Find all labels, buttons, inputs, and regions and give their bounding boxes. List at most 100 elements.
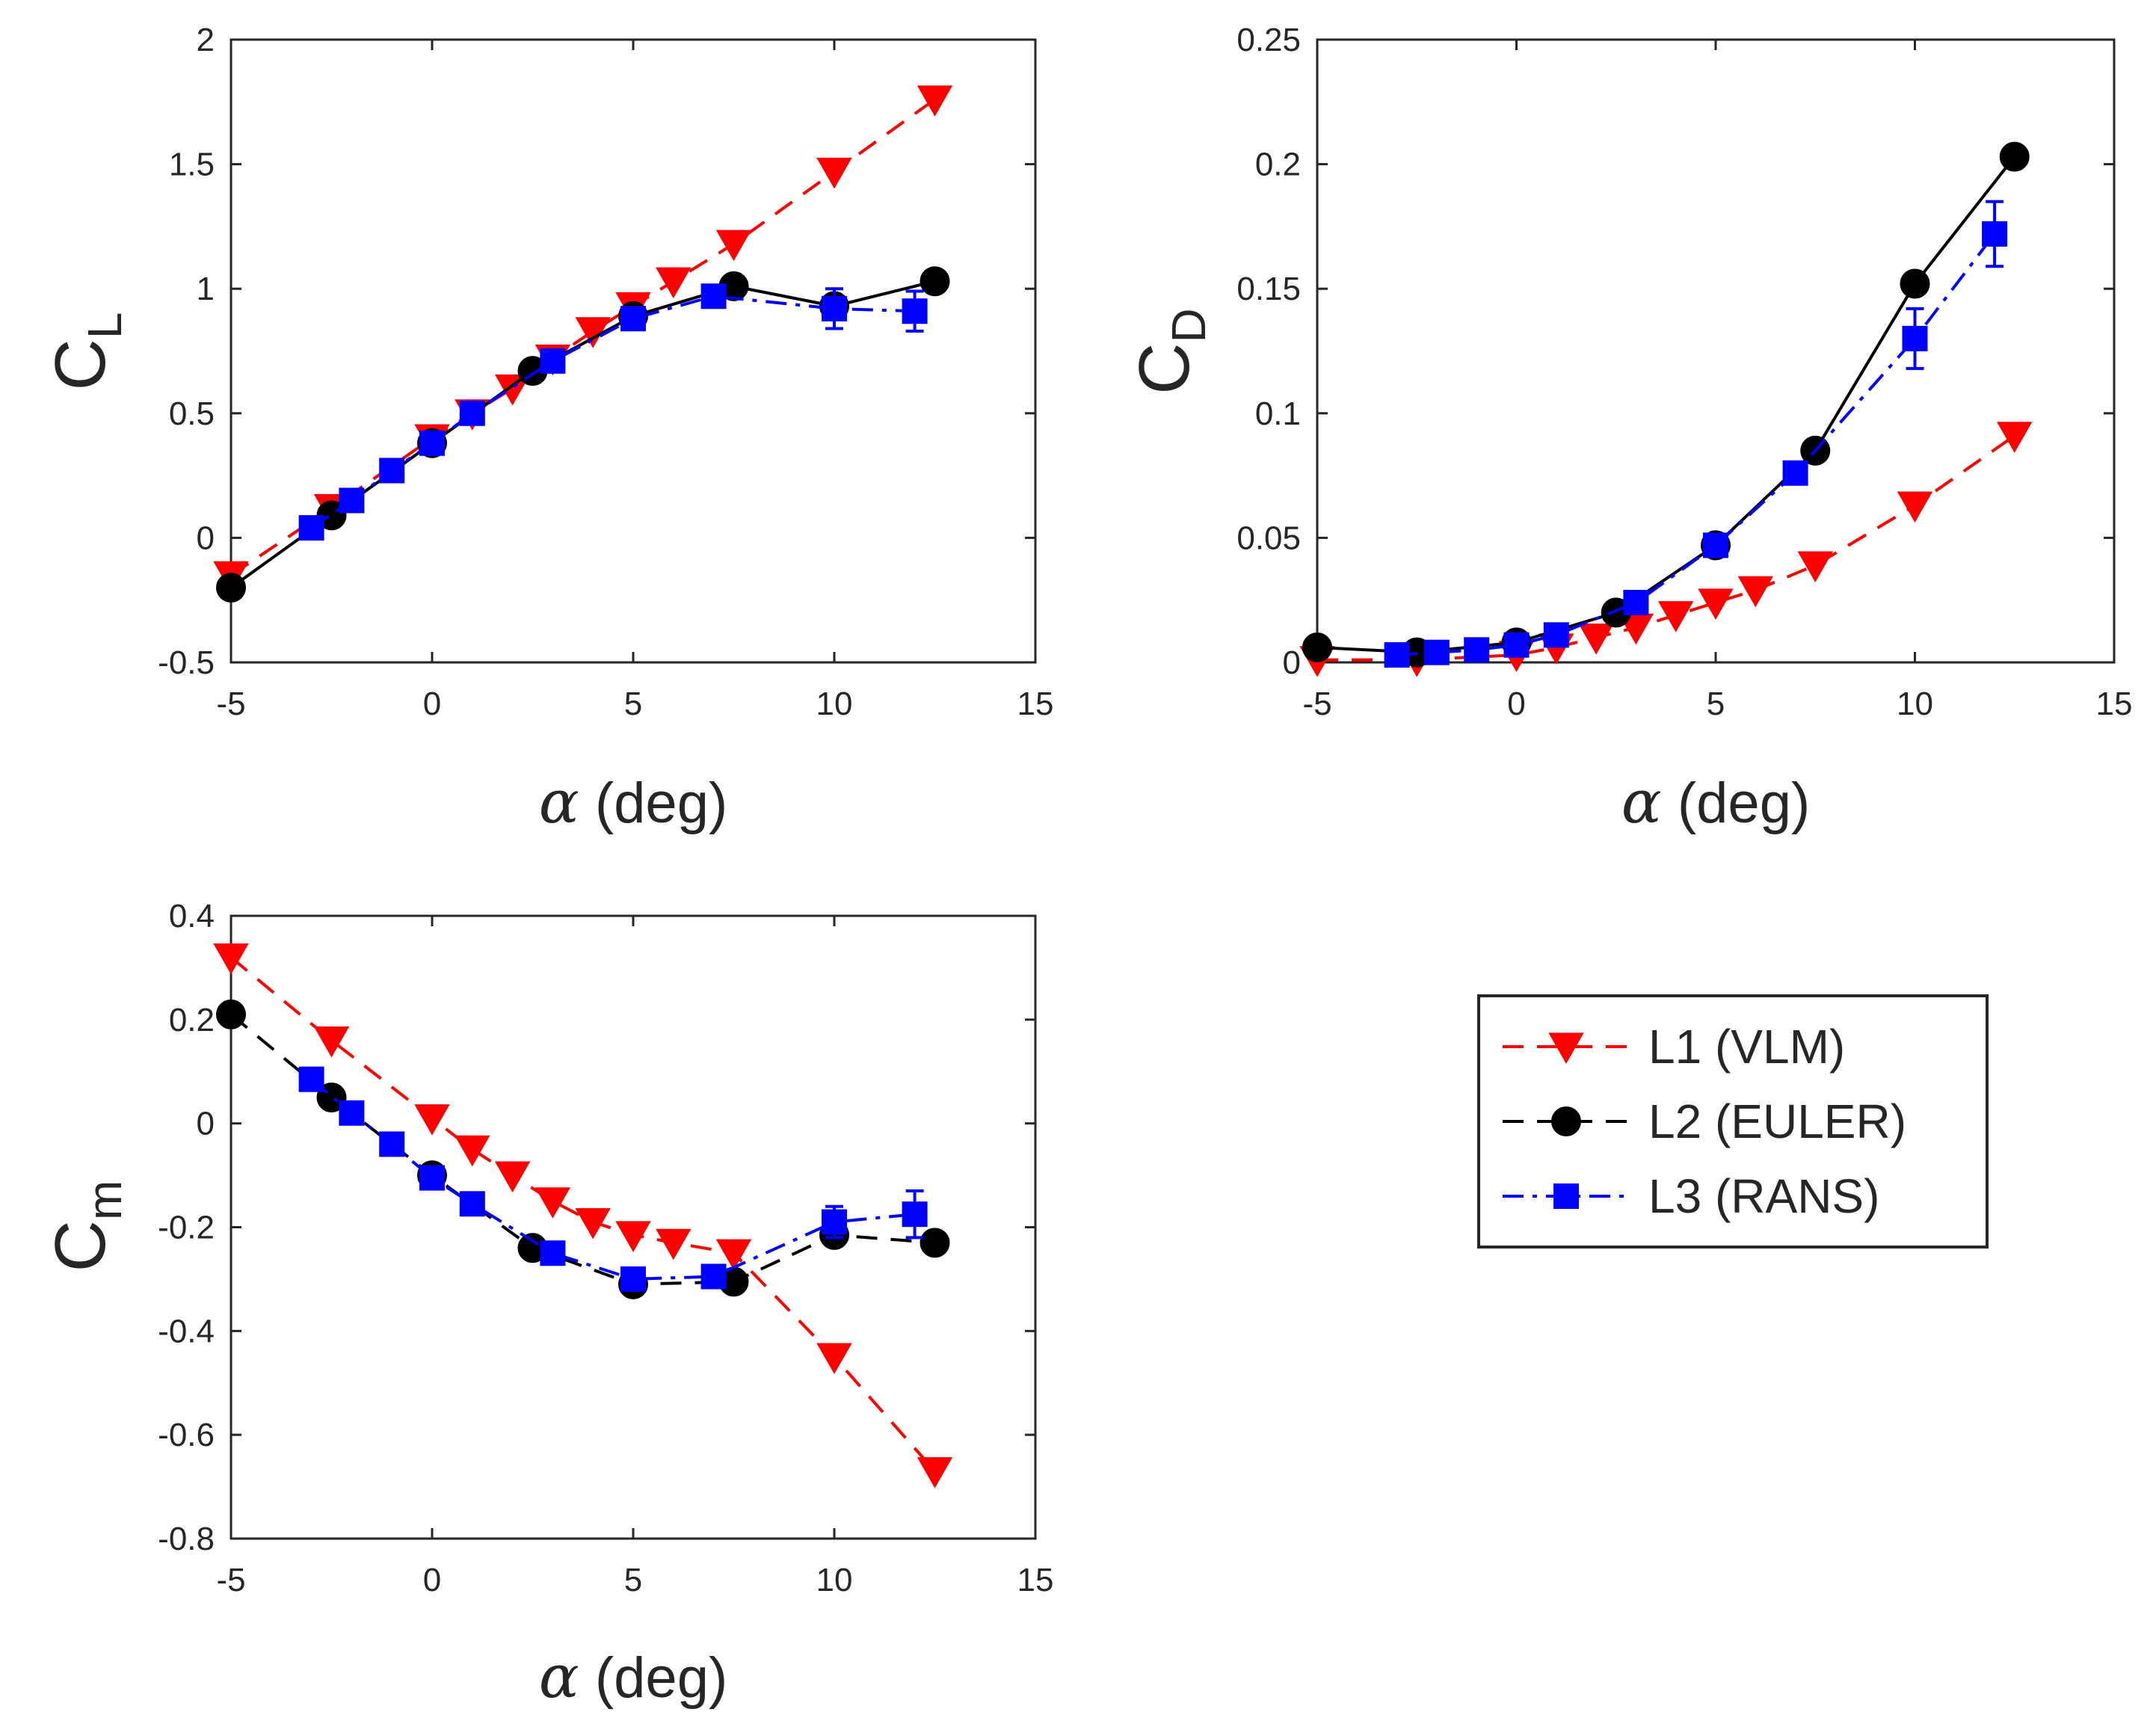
axes-box bbox=[230, 38, 1037, 664]
l1-data-point bbox=[715, 1239, 752, 1271]
y-tick-label: -0.4 bbox=[158, 1313, 215, 1349]
l1-data-point bbox=[1698, 588, 1734, 620]
x-tick-label: 15 bbox=[1017, 1562, 1054, 1598]
y-tick-label: 0.25 bbox=[1236, 22, 1301, 58]
series-l3-line bbox=[310, 295, 915, 529]
l3-data-point bbox=[902, 298, 928, 324]
l1-data-point bbox=[535, 1187, 571, 1219]
l3-data-point bbox=[700, 1263, 727, 1290]
l1-data-point bbox=[816, 1343, 852, 1374]
l2-data-point bbox=[1302, 632, 1332, 663]
l1-data-point bbox=[313, 1026, 350, 1058]
y-tick-label: 2 bbox=[197, 22, 215, 58]
x-tick-label: 15 bbox=[2096, 686, 2133, 722]
legend-label: L3 (RANS) bbox=[1648, 1169, 1879, 1223]
l3-data-point bbox=[419, 1165, 445, 1191]
legend-label: L2 (EULER) bbox=[1648, 1095, 1906, 1148]
x-tick-label: 0 bbox=[1507, 686, 1525, 722]
y-tick-label: 1 bbox=[197, 271, 215, 307]
l1-data-point bbox=[1657, 601, 1694, 632]
l3-data-point bbox=[298, 1066, 324, 1092]
l1-data-point bbox=[1578, 624, 1614, 655]
l3-data-point bbox=[1503, 632, 1530, 658]
y-tick-label: 0.15 bbox=[1236, 271, 1301, 307]
l1-data-point bbox=[656, 1228, 692, 1260]
l3-data-point bbox=[620, 306, 646, 332]
l3-data-point bbox=[620, 1266, 646, 1292]
l3-data-point bbox=[459, 400, 485, 426]
l1-data-point bbox=[1737, 576, 1774, 608]
series-l1-line bbox=[1317, 434, 2015, 662]
series-l3 bbox=[298, 283, 928, 541]
l1-data-point bbox=[455, 1135, 490, 1167]
y-tick-label: 0.05 bbox=[1236, 520, 1301, 556]
legend-item-l1: L1 (VLM) bbox=[1503, 1020, 1845, 1074]
y-axis-label: CL bbox=[40, 313, 132, 391]
l1-data-point bbox=[1897, 491, 1933, 523]
series-l3-line bbox=[1396, 233, 1996, 657]
x-tick-label: -5 bbox=[1302, 686, 1331, 722]
l2-data-point bbox=[216, 573, 246, 603]
l3-data-point bbox=[1543, 622, 1569, 648]
series-l1-line bbox=[230, 955, 937, 1473]
legend-item-l3: L3 (RANS) bbox=[1503, 1169, 1879, 1223]
l1-data-point bbox=[917, 1457, 953, 1489]
l3-data-point bbox=[1623, 590, 1649, 616]
l2-data-point bbox=[216, 999, 246, 1029]
x-tick-label: 15 bbox=[1017, 686, 1054, 722]
l3-data-point bbox=[540, 1240, 566, 1266]
x-tick-label: 10 bbox=[1897, 686, 1933, 722]
legend: L1 (VLM) L2 (EULER) L3 (RANS) bbox=[1477, 994, 1989, 1249]
x-axis-label: α (deg) bbox=[539, 1642, 728, 1711]
x-axis-label: α (deg) bbox=[539, 767, 728, 837]
l1-data-point bbox=[575, 1207, 611, 1240]
l1-data-point bbox=[213, 943, 249, 975]
x-tick-label: -5 bbox=[216, 1562, 245, 1598]
l1-data-point bbox=[816, 157, 852, 189]
y-tick-label: 0.4 bbox=[169, 898, 215, 935]
l3-data-point bbox=[339, 1100, 365, 1126]
x-tick-label: 5 bbox=[624, 686, 642, 722]
series-l1 bbox=[213, 943, 953, 1489]
y-tick-label: 0.2 bbox=[1255, 147, 1301, 183]
y-tick-label: 0.5 bbox=[169, 395, 215, 432]
l1-data-point bbox=[494, 1161, 531, 1192]
l3-data-point bbox=[1423, 639, 1450, 665]
l1-data-point bbox=[656, 267, 692, 299]
l1-data-point bbox=[1797, 551, 1833, 582]
legend-item-l2: L2 (EULER) bbox=[1503, 1095, 1906, 1148]
l1-data-point bbox=[917, 85, 953, 117]
x-tick-label: 5 bbox=[1707, 686, 1725, 722]
x-tick-label: 0 bbox=[423, 1562, 441, 1598]
y-tick-label: -0.6 bbox=[158, 1417, 215, 1453]
x-tick-label: 10 bbox=[816, 686, 853, 722]
axes-box bbox=[1316, 38, 2116, 664]
series-l3 bbox=[1384, 200, 2008, 668]
l3-data-point bbox=[700, 283, 727, 310]
y-axis-label: CD bbox=[1124, 308, 1216, 395]
l3-data-point bbox=[902, 1201, 928, 1228]
l1-data-point bbox=[1997, 422, 2033, 453]
l2-data-point bbox=[1999, 141, 2030, 172]
l3-data-point bbox=[1902, 325, 1928, 351]
series-l3-line bbox=[310, 1078, 915, 1281]
y-tick-label: 0.1 bbox=[1255, 395, 1301, 432]
l3-data-point bbox=[822, 1209, 847, 1235]
l2-data-point bbox=[920, 1228, 950, 1258]
legend-marker bbox=[1548, 1032, 1584, 1064]
x-tick-label: 0 bbox=[423, 686, 441, 722]
lift-coefficient-chart: -5 0 5 10 15 -0.5 0 0.5 1 1.5 2 CL α (deg) bbox=[40, 22, 1053, 837]
y-tick-label: -0.5 bbox=[158, 644, 215, 681]
x-tick-label: 5 bbox=[624, 1562, 642, 1598]
l1-data-point bbox=[414, 1104, 450, 1136]
y-tick-label: 0.2 bbox=[169, 1002, 215, 1038]
y-tick-label: -0.8 bbox=[158, 1521, 215, 1557]
series-l3 bbox=[298, 1066, 928, 1292]
l3-data-point bbox=[419, 430, 445, 456]
series-l1-line bbox=[230, 98, 936, 577]
y-tick-label: 0 bbox=[197, 1106, 215, 1142]
x-tick-label: 10 bbox=[816, 1562, 853, 1598]
l3-data-point bbox=[339, 487, 365, 514]
